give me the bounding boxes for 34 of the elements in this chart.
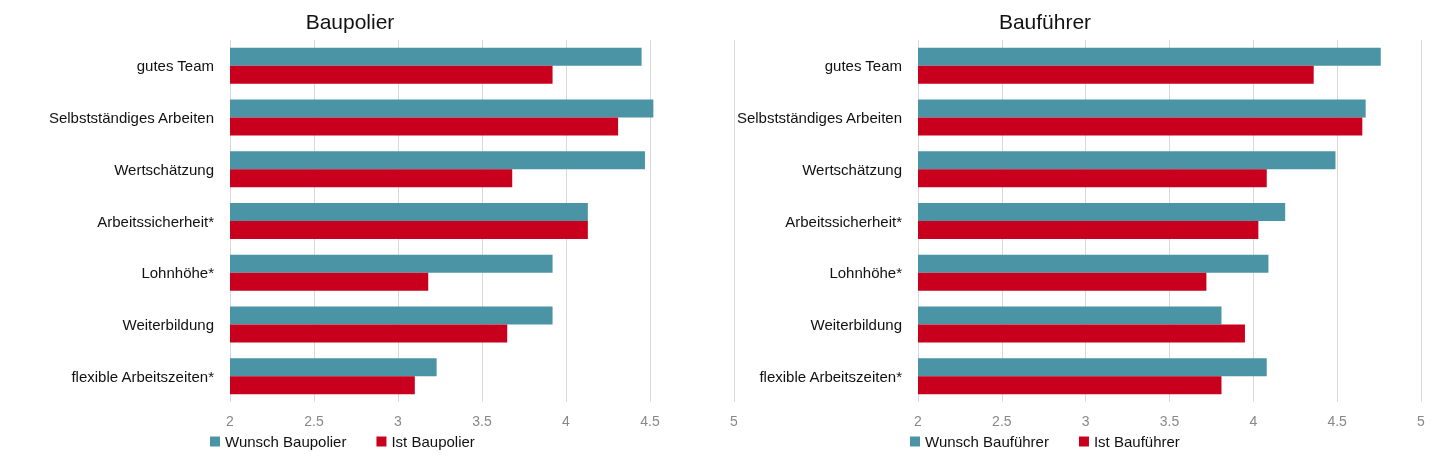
x-tick-label: 2.5 (992, 413, 1012, 429)
x-tick-label: 3 (1081, 413, 1090, 429)
x-tick-label: 5 (1417, 413, 1426, 429)
y-tick-label: Arbeitssicherheit* (97, 212, 215, 230)
y-tick-label: gutes Team (824, 57, 902, 75)
chart-title: Baupolier (305, 10, 395, 33)
y-tick-label: Weiterbildung (122, 315, 214, 333)
y-tick-label: Arbeitssicherheit* (785, 212, 903, 230)
x-tick-label: 3.5 (1159, 413, 1180, 429)
y-tick-label: Lohnhöhe* (141, 264, 215, 282)
chart-title: Bauführer (998, 10, 1092, 33)
legend-label: Ist Baupolier (391, 433, 475, 450)
y-tick-label: Wertschätzung (114, 160, 214, 178)
y-tick-label: Selbstständiges Arbeiten (48, 109, 214, 127)
x-tick-label: 2 (914, 413, 923, 429)
y-tick-label: gutes Team (136, 57, 214, 75)
x-tick-label: 4 (562, 413, 571, 429)
x-tick-label: 3 (394, 413, 403, 429)
x-tick-label: 2 (226, 413, 235, 429)
legend-label: Wunsch Bauführer (925, 433, 1049, 450)
x-tick-label: 4.5 (640, 413, 660, 429)
x-tick-label: 2.5 (304, 413, 324, 429)
y-tick-label: flexible Arbeitszeiten* (759, 367, 903, 385)
y-tick-label: Wertschätzung (802, 160, 902, 178)
x-tick-label: 5 (730, 413, 739, 429)
legend-label: Ist Bauführer (1093, 433, 1180, 450)
legend-label: Wunsch Baupolier (225, 433, 347, 450)
y-tick-label: flexible Arbeitszeiten* (71, 367, 215, 385)
y-tick-label: Weiterbildung (810, 315, 902, 333)
x-tick-label: 3.5 (472, 413, 492, 429)
x-tick-label: 4.5 (1327, 413, 1348, 429)
y-tick-label: Selbstständiges Arbeiten (736, 109, 902, 127)
x-tick-label: 4 (1249, 413, 1258, 429)
y-tick-label: Lohnhöhe* (829, 264, 903, 282)
